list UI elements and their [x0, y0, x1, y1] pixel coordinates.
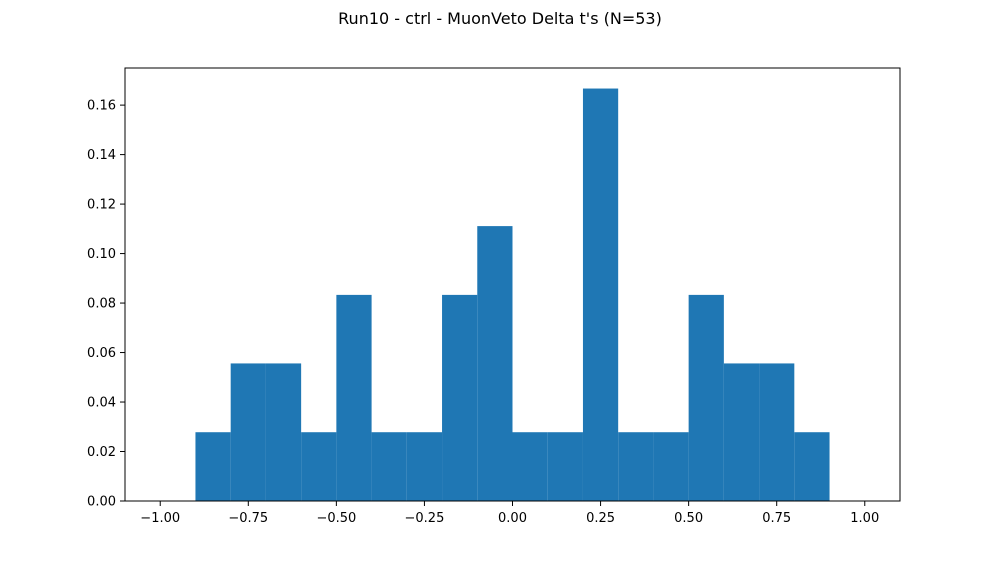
- histogram-bar-3: [265, 363, 302, 501]
- histogram-bar-11: [547, 432, 583, 501]
- y-tick-label: 0.16: [87, 99, 116, 114]
- histogram-bar-10: [512, 432, 548, 501]
- histogram-bar-12: [582, 88, 619, 502]
- y-tick-label: 0.00: [87, 495, 116, 510]
- y-tick-label: 0.14: [87, 148, 116, 163]
- histogram-bar-5: [336, 294, 372, 501]
- y-tick-label: 0.10: [87, 247, 116, 262]
- histogram-bar-1: [195, 432, 231, 501]
- x-tick-label: 0.25: [586, 511, 615, 526]
- histogram-bar-17: [759, 363, 795, 501]
- histogram-bar-8: [442, 294, 478, 501]
- x-tick-label: −0.50: [316, 511, 356, 526]
- histogram-bar-18: [794, 432, 830, 501]
- x-tick-label: 0.50: [674, 511, 703, 526]
- histogram-bar-14: [653, 432, 689, 501]
- y-tick-label: 0.02: [87, 445, 116, 460]
- histogram-bar-4: [301, 432, 337, 501]
- y-tick-label: 0.08: [87, 297, 116, 312]
- x-tick-label: 1.00: [850, 511, 879, 526]
- histogram-bar-6: [371, 432, 407, 501]
- histogram-bar-2: [230, 363, 266, 501]
- x-tick-label: −0.75: [228, 511, 268, 526]
- x-tick-label: 0.00: [498, 511, 527, 526]
- y-tick-label: 0.12: [87, 198, 116, 213]
- histogram-bar-15: [688, 294, 724, 501]
- histogram-bar-13: [618, 432, 654, 501]
- histogram-bar-7: [406, 432, 443, 501]
- x-tick-label: 0.75: [762, 511, 791, 526]
- histogram-bar-9: [477, 226, 513, 501]
- chart-title: Run10 - ctrl - MuonVeto Delta t's (N=53): [338, 9, 662, 28]
- y-axis: 0.00 0.02 0.04 0.06 0.08 0.10 0.12 0.14 0.16: [87, 99, 125, 510]
- y-tick-label: 0.06: [87, 346, 116, 361]
- y-tick-label: 0.04: [87, 396, 116, 411]
- x-tick-label: −1.00: [140, 511, 180, 526]
- x-tick-label: −0.25: [405, 511, 445, 526]
- x-axis: −1.00 −0.75 −0.50 −0.25 0.00 0.25 0.50 0.75 1.00: [140, 501, 879, 526]
- histogram-bar-16: [723, 363, 760, 501]
- bars-group: [195, 88, 830, 502]
